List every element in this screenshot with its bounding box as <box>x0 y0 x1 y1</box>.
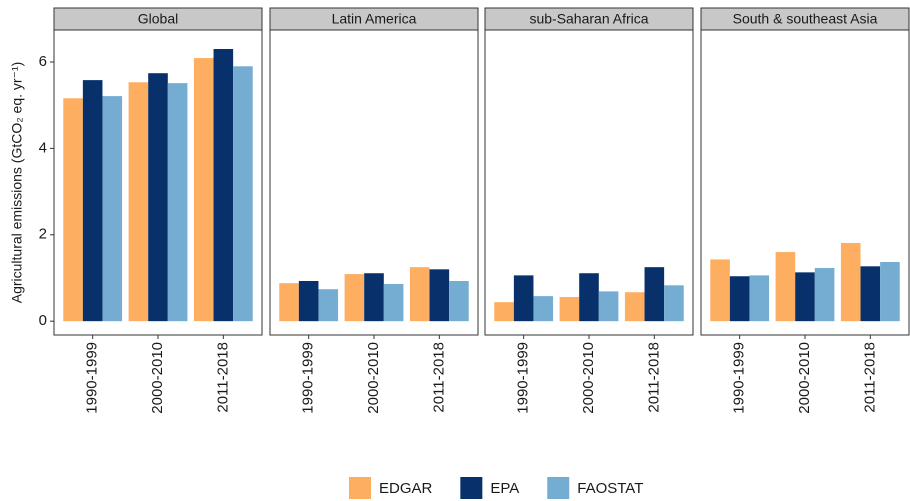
bar <box>598 291 619 322</box>
bar <box>559 296 580 322</box>
x-tick-label: 2011-2018 <box>861 342 878 413</box>
bar <box>193 58 214 322</box>
bar <box>664 285 684 322</box>
bar <box>102 96 123 322</box>
bar <box>167 83 188 322</box>
bar <box>298 280 319 322</box>
bar <box>795 272 815 322</box>
y-tick-label: 0 <box>39 312 47 329</box>
x-tick-label: 2000-2010 <box>149 342 166 414</box>
bar <box>213 49 234 322</box>
bar <box>840 242 861 322</box>
panel-title: sub-Saharan Africa <box>529 11 648 27</box>
panel-title: Latin America <box>332 11 417 27</box>
bar <box>880 261 900 322</box>
bar <box>128 82 149 322</box>
x-tick-label: 1990-1999 <box>84 342 101 414</box>
bar <box>494 302 514 322</box>
bar <box>148 73 168 322</box>
x-tick-label: 2011-2018 <box>645 342 662 413</box>
y-tick-label: 2 <box>39 226 47 243</box>
bar <box>364 273 384 322</box>
y-axis-label: Agricultural emissions (GtCO₂ eq. yr⁻¹) <box>9 62 25 304</box>
legend-label: FAOSTAT <box>577 480 643 497</box>
bar <box>860 266 881 322</box>
legend-swatch <box>547 477 570 499</box>
legend-label: EPA <box>490 480 519 497</box>
panel-title: Global <box>138 11 178 27</box>
x-tick-label: 1990-1999 <box>731 342 748 414</box>
panel-border <box>269 29 479 336</box>
bar <box>383 284 404 322</box>
x-tick-label: 2011-2018 <box>214 342 231 413</box>
bar <box>449 280 469 322</box>
panel-border <box>484 29 694 336</box>
bar <box>429 269 450 322</box>
y-tick-label: 4 <box>39 139 47 156</box>
legend-swatch <box>349 477 371 499</box>
bar <box>279 283 299 322</box>
bar <box>749 275 770 322</box>
bar <box>409 267 430 322</box>
legend-label: EDGAR <box>379 480 433 497</box>
x-tick-label: 2000-2010 <box>580 342 597 414</box>
bar <box>814 268 835 322</box>
bar <box>513 275 534 322</box>
bar <box>624 292 645 322</box>
x-tick-label: 2011-2018 <box>430 342 447 413</box>
x-tick-label: 1990-1999 <box>515 342 532 414</box>
bar <box>344 274 365 322</box>
bar <box>82 80 103 322</box>
panel-title: South & southeast Asia <box>733 11 878 27</box>
x-tick-label: 2000-2010 <box>796 342 813 414</box>
panel-border <box>700 29 910 336</box>
bar <box>729 276 750 322</box>
bar <box>644 267 665 322</box>
bar <box>318 289 339 322</box>
bar <box>63 98 83 322</box>
panel-border <box>53 29 263 336</box>
bar <box>579 273 599 322</box>
bar <box>533 296 554 322</box>
bar <box>775 252 796 322</box>
legend-swatch <box>460 477 483 499</box>
bar <box>233 66 253 322</box>
bar <box>710 259 730 322</box>
x-tick-label: 1990-1999 <box>300 342 317 414</box>
y-tick-label: 6 <box>39 53 47 70</box>
x-tick-label: 2000-2010 <box>365 342 382 414</box>
